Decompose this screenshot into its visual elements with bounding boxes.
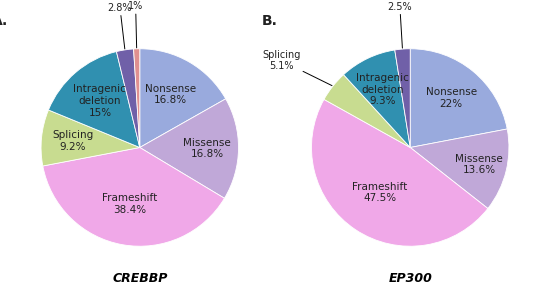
Text: Intragenic
deletion
15%: Intragenic deletion 15% — [74, 85, 126, 118]
Title: EP300: EP300 — [388, 272, 432, 285]
Text: Frameshift
47.5%: Frameshift 47.5% — [353, 182, 408, 203]
Wedge shape — [344, 50, 410, 147]
Text: Missense
16.8%: Missense 16.8% — [183, 138, 231, 159]
Text: Nonsense
16.8%: Nonsense 16.8% — [145, 84, 196, 105]
Wedge shape — [140, 99, 239, 198]
Wedge shape — [410, 129, 509, 209]
Text: Other
1%: Other 1% — [122, 0, 150, 48]
Wedge shape — [41, 110, 140, 166]
Text: Intragenic
deletion
9.3%: Intragenic deletion 9.3% — [356, 73, 409, 106]
Text: Whole deletion
2.8%: Whole deletion 2.8% — [82, 0, 156, 49]
Text: Frameshift
38.4%: Frameshift 38.4% — [102, 193, 157, 215]
Text: Missense
13.6%: Missense 13.6% — [455, 154, 503, 175]
Title: CREBBP: CREBBP — [112, 272, 167, 285]
Wedge shape — [395, 49, 410, 147]
Wedge shape — [324, 75, 410, 147]
Text: Splicing
5.1%: Splicing 5.1% — [262, 50, 332, 85]
Wedge shape — [43, 147, 224, 246]
Text: Whole deletion
2.5%: Whole deletion 2.5% — [363, 0, 436, 48]
Wedge shape — [311, 99, 488, 246]
Wedge shape — [117, 49, 140, 147]
Text: Nonsense
22%: Nonsense 22% — [426, 87, 477, 109]
Text: A.: A. — [0, 14, 8, 28]
Text: B.: B. — [262, 14, 278, 28]
Wedge shape — [134, 49, 140, 147]
Wedge shape — [48, 51, 140, 147]
Wedge shape — [410, 49, 507, 147]
Text: Splicing
9.2%: Splicing 9.2% — [52, 130, 94, 151]
Wedge shape — [140, 49, 225, 147]
